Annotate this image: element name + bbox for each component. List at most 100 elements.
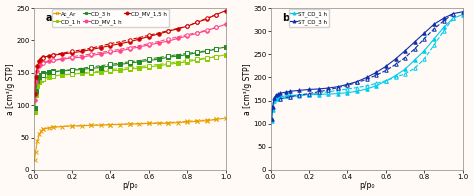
CD_MV_1 h	[89, 54, 94, 56]
CD_1 h	[155, 64, 161, 67]
CD_MV_1 h	[165, 40, 171, 42]
Text: a: a	[45, 13, 52, 23]
CD_MV_1 h	[32, 99, 37, 101]
ST_CD_3 h	[431, 23, 437, 25]
CD_MV_1,5 h	[98, 46, 104, 49]
CD_MV_1,5 h	[184, 25, 190, 27]
Ac_Ar	[146, 122, 152, 124]
CD_3 h	[36, 76, 42, 78]
CD_1 h	[38, 79, 44, 81]
CD_1 h	[184, 61, 190, 63]
CD_3 h	[204, 50, 210, 53]
CD_MV_1,5 h	[137, 38, 142, 40]
CD_MV_1 h	[213, 26, 219, 29]
Legend: Ac_Ar, CD_1 h, CD_3 h, CD_MV_1 h, CD_MV_1,5 h: Ac_Ar, CD_1 h, CD_3 h, CD_MV_1 h, CD_MV_…	[52, 9, 169, 27]
Ac_Ar	[98, 124, 104, 126]
Line: ST_CD_3 h: ST_CD_3 h	[270, 10, 465, 121]
CD_MV_1 h	[155, 42, 161, 44]
CD_MV_1 h	[146, 44, 152, 46]
ST_CD_1 h	[392, 74, 398, 77]
CD_1 h	[175, 62, 181, 64]
CD_1 h	[146, 66, 152, 68]
CD_3 h	[108, 64, 113, 67]
CD_MV_1,5 h	[32, 93, 37, 95]
CD_MV_1 h	[38, 63, 44, 65]
Ac_Ar	[194, 120, 200, 122]
ST_CD_1 h	[383, 80, 389, 82]
Ac_Ar	[184, 121, 190, 123]
Ac_Ar	[79, 125, 84, 127]
ST_CD_1 h	[273, 98, 279, 100]
Ac_Ar	[204, 120, 210, 122]
ST_CD_3 h	[335, 85, 341, 88]
ST_CD_1 h	[460, 13, 465, 16]
ST_CD_1 h	[374, 84, 379, 87]
CD_MV_1 h	[50, 59, 55, 62]
CD_MV_1 h	[40, 61, 46, 64]
CD_MV_1,5 h	[36, 60, 42, 62]
Ac_Ar	[46, 127, 52, 129]
CD_3 h	[146, 59, 152, 62]
CD_1 h	[79, 72, 84, 75]
CD_3 h	[69, 69, 75, 71]
CD_MV_1 h	[223, 23, 228, 25]
Ac_Ar	[165, 122, 171, 124]
CD_1 h	[60, 74, 65, 76]
CD_3 h	[89, 67, 94, 69]
CD_3 h	[33, 90, 38, 92]
CD_1 h	[117, 69, 123, 71]
Ac_Ar	[60, 125, 65, 128]
CD_1 h	[69, 73, 75, 75]
ST_CD_3 h	[273, 94, 279, 97]
CD_3 h	[98, 66, 104, 69]
CD_MV_1 h	[184, 35, 190, 37]
CD_3 h	[194, 52, 200, 54]
ST_CD_1 h	[364, 88, 370, 90]
CD_3 h	[32, 107, 37, 109]
CD_MV_1,5 h	[69, 52, 75, 54]
ST_CD_3 h	[412, 41, 418, 43]
Ac_Ar	[33, 151, 38, 153]
CD_MV_1,5 h	[127, 41, 133, 43]
CD_1 h	[98, 71, 104, 73]
CD_1 h	[46, 75, 52, 78]
ST_CD_1 h	[335, 93, 341, 95]
Y-axis label: a [cm³/g STP]: a [cm³/g STP]	[243, 63, 252, 115]
CD_1 h	[213, 55, 219, 58]
CD_MV_1 h	[137, 46, 142, 48]
CD_1 h	[204, 57, 210, 60]
ST_CD_1 h	[345, 92, 350, 94]
CD_MV_1 h	[35, 70, 40, 72]
CD_3 h	[175, 55, 181, 57]
ST_CD_3 h	[316, 88, 321, 90]
ST_CD_1 h	[421, 49, 427, 52]
CD_MV_1,5 h	[204, 18, 210, 20]
ST_CD_1 h	[275, 97, 281, 99]
Ac_Ar	[40, 128, 46, 130]
Legend: ST_CD_1 h, ST_CD_3 h: ST_CD_1 h, ST_CD_3 h	[289, 9, 329, 27]
Line: CD_MV_1,5 h: CD_MV_1,5 h	[33, 9, 228, 96]
CD_MV_1,5 h	[213, 13, 219, 16]
CD_3 h	[127, 62, 133, 64]
CD_3 h	[184, 54, 190, 56]
Ac_Ar	[89, 124, 94, 126]
CD_1 h	[137, 67, 142, 69]
ST_CD_1 h	[277, 96, 283, 98]
CD_MV_1,5 h	[79, 50, 84, 53]
CD_3 h	[60, 70, 65, 72]
CD_MV_1,5 h	[117, 43, 123, 45]
ST_CD_1 h	[306, 93, 312, 96]
ST_CD_1 h	[450, 17, 456, 19]
ST_CD_3 h	[270, 105, 275, 108]
Ac_Ar	[127, 123, 133, 125]
CD_1 h	[165, 63, 171, 65]
CD_MV_1 h	[108, 51, 113, 53]
Ac_Ar	[117, 123, 123, 126]
ST_CD_3 h	[287, 90, 292, 93]
CD_MV_1 h	[60, 58, 65, 60]
CD_MV_1,5 h	[33, 76, 38, 78]
CD_1 h	[89, 72, 94, 74]
CD_1 h	[36, 81, 42, 83]
Ac_Ar	[223, 117, 228, 119]
ST_CD_3 h	[383, 65, 389, 67]
